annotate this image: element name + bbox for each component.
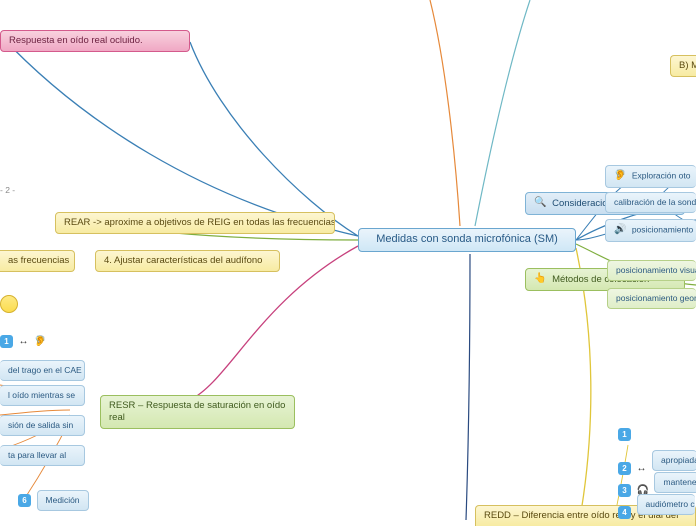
- frag-1: del trago en el CAE: [0, 360, 85, 381]
- node-resr[interactable]: RESR – Respuesta de saturación en oído r…: [100, 395, 295, 429]
- node-bm[interactable]: B) M: [670, 55, 696, 77]
- consid-c-label: posicionamiento de alt: [632, 225, 696, 235]
- metodos-item-a[interactable]: posicionamiento visual: [607, 260, 696, 281]
- redd-row-4[interactable]: 4 audiómetro con frecuencia desea: [618, 494, 695, 519]
- consid-item-b[interactable]: calibración de la sonda: [605, 192, 696, 213]
- node-yellow-dot: [0, 295, 18, 313]
- node-freq-tail: as frecuencias: [0, 250, 75, 272]
- speaker-icon: 🔊: [614, 224, 626, 237]
- redd-row-1: 1: [618, 428, 634, 441]
- arrow-icon: ↔: [19, 336, 29, 347]
- ear-icon: 🦻: [34, 336, 46, 347]
- center-node[interactable]: Medidas con sonda microfónica (SM): [358, 228, 576, 252]
- frag-4: ta para llevar al: [0, 445, 85, 466]
- metodos-item-b[interactable]: posicionamiento geométric: [607, 288, 696, 309]
- num-6-box: 6: [18, 494, 31, 507]
- redd-t3: mantener posición SM: [654, 472, 696, 493]
- redd-t2: apropiada del trago en el CA: [652, 450, 696, 471]
- consid-item-a[interactable]: 🦻 Exploración oto: [605, 165, 696, 188]
- num-1-box: 1: [0, 335, 13, 348]
- left-icon-row: 1 ↔ 🦻: [0, 335, 49, 348]
- redd-n1: 1: [618, 428, 631, 441]
- node-reor[interactable]: Respuesta en oído real ocluido.: [0, 30, 190, 52]
- consid-a-label: Exploración oto: [632, 171, 691, 181]
- redd-t4: audiómetro con frecuencia desea: [637, 494, 695, 515]
- frag-5: Medición: [37, 490, 89, 511]
- left-bottom-row: 6 Medición: [18, 490, 89, 511]
- frag-3: sión de salida sin: [0, 415, 85, 436]
- magnifier-icon: 🔍: [534, 197, 546, 210]
- frag-2: l oído mientras se: [0, 385, 85, 406]
- node-step4[interactable]: 4. Ajustar características del audífono: [95, 250, 280, 272]
- redd-n4: 4: [618, 506, 631, 519]
- dash-label: - 2 -: [0, 185, 15, 195]
- consid-item-c[interactable]: 🔊 posicionamiento de alt: [605, 219, 696, 242]
- point-icon: 👆: [534, 273, 546, 286]
- node-rear[interactable]: REAR -> aproxime a objetivos de REIG en …: [55, 212, 335, 234]
- ear-icon-2: 🦻: [614, 170, 626, 183]
